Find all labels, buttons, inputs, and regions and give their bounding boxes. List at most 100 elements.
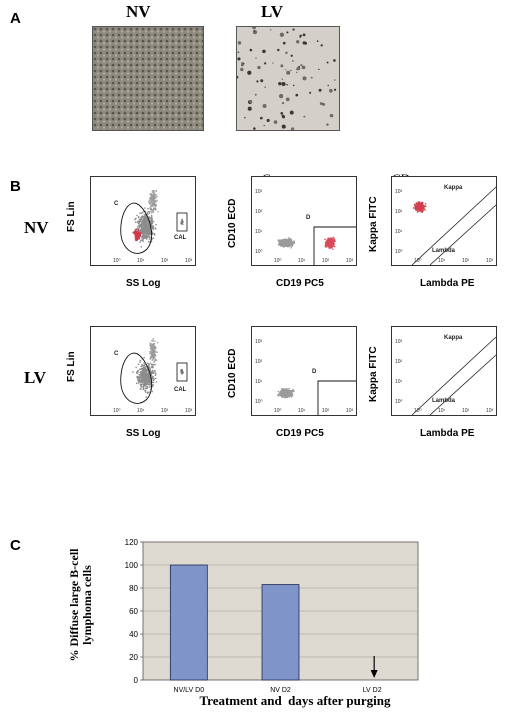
- x-tick-label: 10¹: [438, 258, 446, 264]
- event-dot: [329, 237, 331, 239]
- event-dot: [149, 193, 151, 196]
- event-dot: [423, 207, 425, 210]
- event-dot: [146, 218, 149, 221]
- event-dot: [153, 201, 155, 203]
- cell-speck: [292, 28, 295, 31]
- event-dot: [141, 223, 144, 225]
- event-dot: [332, 248, 334, 250]
- event-dot: [145, 381, 147, 383]
- cell-speck: [334, 79, 336, 81]
- event-dot: [330, 244, 332, 247]
- event-dot: [142, 240, 144, 243]
- event-dot: [150, 209, 152, 211]
- lv-kappa-gate-label: Kappa: [444, 335, 463, 341]
- event-dot: [330, 239, 332, 241]
- cell-speck: [296, 66, 301, 71]
- event-dot: [154, 374, 157, 376]
- y-tick-label: 10¹: [255, 229, 263, 235]
- x-tick-label: NV D2: [270, 687, 291, 694]
- event-dot: [139, 373, 142, 376]
- x-tick-label: 10⁰: [414, 258, 422, 264]
- row-lv-label: LV: [24, 368, 47, 387]
- nv-gate-c-label: C: [114, 201, 119, 207]
- x-tick-label: 10¹: [298, 258, 306, 264]
- event-dot: [147, 375, 149, 378]
- event-dot: [148, 235, 150, 238]
- event-dot: [146, 227, 149, 230]
- y-tick-label: 10²: [255, 359, 263, 365]
- event-dot: [139, 218, 142, 221]
- event-dot: [141, 370, 144, 373]
- event-dot: [288, 240, 291, 243]
- lv-micrograph-texture: [237, 27, 337, 130]
- lv-fs-ss-plot: 10⁰ 10¹ 10² 10³ C CAL: [90, 326, 196, 416]
- event-dot: [286, 389, 289, 392]
- cell-speck: [257, 65, 261, 70]
- cell-speck: [254, 93, 257, 96]
- panel-b-letter: B: [10, 178, 21, 195]
- event-dot: [290, 246, 293, 249]
- event-dot: [144, 384, 147, 387]
- event-dot: [424, 205, 427, 208]
- nv-fs-ss-plot: 10⁰ 10¹ 10² 10³ C CAL: [90, 176, 196, 266]
- event-dot: [147, 229, 149, 232]
- event-dot: [149, 342, 151, 344]
- nv-lambda-axis-label: Lambda PE: [420, 278, 475, 289]
- event-dot: [332, 236, 335, 239]
- gate-c-outline: [120, 202, 152, 254]
- y-tick-label: 10⁰: [255, 249, 263, 255]
- event-dot: [136, 231, 138, 234]
- event-dot: [146, 235, 149, 238]
- event-dot: [149, 217, 151, 219]
- event-dot: [333, 239, 336, 242]
- cell-speck: [247, 70, 252, 75]
- event-dot: [157, 211, 159, 213]
- cell-speck: [259, 116, 263, 120]
- y-tick-label: 10¹: [395, 379, 403, 385]
- cell-speck: [256, 80, 259, 83]
- event-dot: [148, 385, 151, 388]
- event-dot: [151, 345, 153, 347]
- event-dot: [152, 384, 155, 387]
- cell-speck: [272, 62, 274, 64]
- nv-micrograph: [92, 26, 204, 131]
- event-dot: [148, 374, 150, 376]
- arrow-head: [370, 670, 378, 678]
- event-dot: [327, 245, 329, 248]
- event-dot: [419, 204, 422, 207]
- event-dot: [279, 392, 281, 395]
- event-dot: [151, 365, 153, 367]
- cell-speck: [327, 84, 329, 87]
- cell-speck: [281, 78, 283, 80]
- event-dot: [149, 227, 151, 230]
- cell-speck: [295, 93, 299, 97]
- x-tick-label: 10³: [486, 408, 494, 414]
- gate-d-outline: [317, 380, 356, 415]
- event-dot: [288, 238, 291, 241]
- event-dot: [283, 391, 285, 393]
- event-dot: [138, 221, 141, 224]
- event-dot: [151, 222, 154, 225]
- nv-kappa-lambda-plot: 10⁰ 10¹ 10² 10³ 10⁰ 10¹ 10² 10³ Kappa Lambda: [391, 176, 497, 266]
- cell-speck: [320, 44, 323, 47]
- y-tick-label: 10⁰: [395, 249, 403, 255]
- event-dot: [282, 387, 285, 390]
- event-dot: [144, 230, 146, 232]
- event-dot: [293, 240, 295, 242]
- event-dot: [149, 356, 152, 359]
- event-dot: [151, 349, 154, 352]
- event-dot: [154, 208, 156, 210]
- x-tick-label: 10⁰: [274, 258, 282, 264]
- event-dot: [140, 383, 143, 386]
- bar: [261, 584, 300, 681]
- event-dot: [139, 371, 142, 373]
- event-dot: [285, 393, 288, 396]
- event-dot: [180, 370, 182, 372]
- event-dot: [280, 241, 283, 244]
- event-dot: [149, 211, 151, 213]
- event-dot: [416, 209, 419, 211]
- cell-speck: [326, 123, 329, 126]
- event-dot: [281, 244, 283, 247]
- event-dot: [149, 380, 152, 382]
- event-dot: [145, 385, 148, 388]
